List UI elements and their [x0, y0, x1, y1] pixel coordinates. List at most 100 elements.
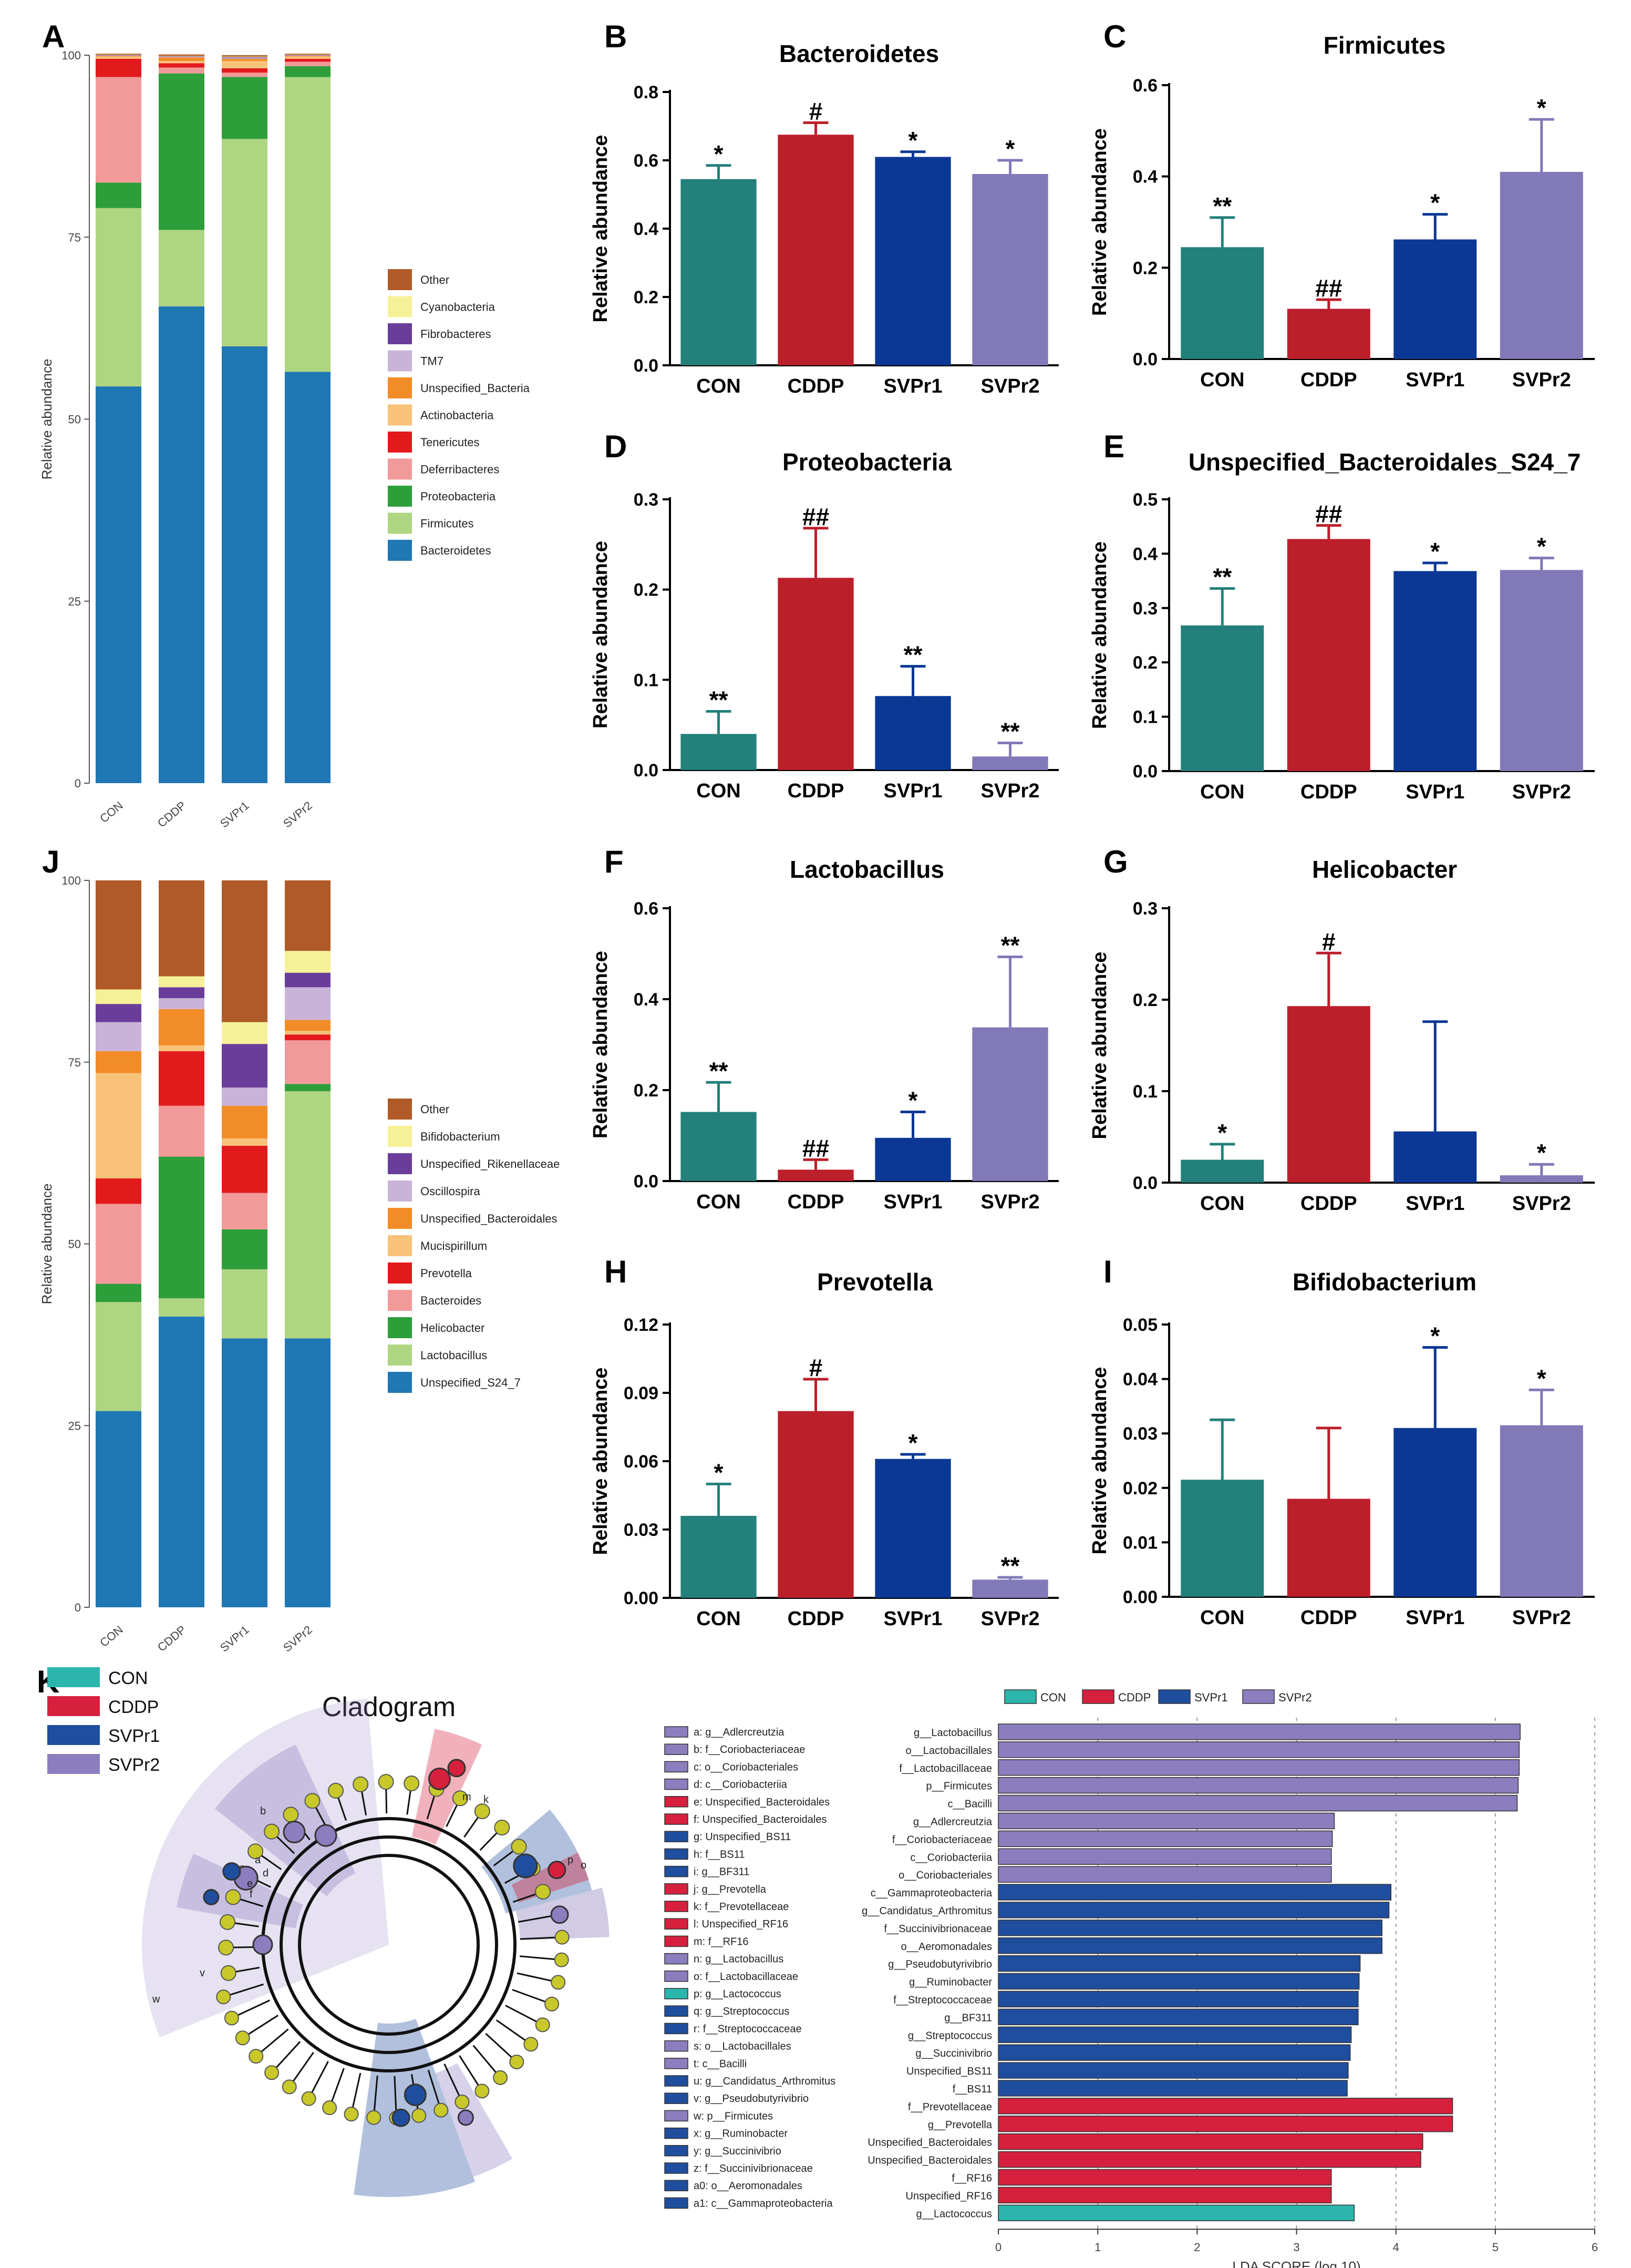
leaf-node: [282, 2079, 297, 2095]
significance-marker: **: [1213, 563, 1232, 591]
stack-segment-Proteobacteria: [222, 77, 267, 139]
significance-marker: *: [1430, 189, 1440, 217]
x-category-label: SVPr2: [981, 1608, 1040, 1630]
x-category-label: SVPr1: [1406, 369, 1464, 391]
stack-segment-Mucispirillum: [96, 1073, 141, 1179]
stack-segment-Unspecified_S24_7: [285, 1338, 331, 1607]
y-tick-label: 0.2: [1133, 990, 1158, 1010]
bar-SVPr1: [875, 696, 951, 770]
stack-segment-Unspecified_Bacteroidales: [96, 1051, 141, 1073]
node-label: a: [255, 1854, 261, 1866]
panel-label-J: J: [42, 844, 59, 879]
stack-segment-Oscillospira: [96, 1022, 141, 1052]
legend-swatch: [388, 1235, 412, 1256]
significance-marker: *: [1537, 1139, 1546, 1166]
y-tick-label: 0.2: [1133, 258, 1158, 278]
stack-segment-Fibrobacteres: [96, 55, 141, 56]
x-tick-label: 0: [995, 2241, 1002, 2254]
clade-key-label: p: g__Lactococcus: [694, 1988, 781, 2000]
bar-CDDP: [1287, 1006, 1370, 1183]
legend-swatch: [47, 1696, 100, 1716]
x-category-label: SVPr2: [1512, 781, 1571, 803]
x-category-label: SVPr2: [1512, 1193, 1571, 1215]
biomarker-node: [447, 1759, 466, 1778]
stack-segment-Bacteroidetes: [159, 306, 204, 783]
leaf-node: [523, 2037, 539, 2052]
stack-segment-Unspecified_S24_7: [159, 1316, 204, 1607]
legend-swatch: [388, 1153, 412, 1174]
stack-segment-Deferribacteres: [96, 77, 141, 183]
lda-bar: [998, 1937, 1382, 1954]
lda-bar: [998, 1759, 1520, 1776]
x-category-label: SVPr2: [981, 375, 1040, 397]
stack-segment-Unspecified_Rikenellaceae: [222, 1044, 267, 1088]
y-axis-label: Relative abundance: [1089, 128, 1111, 316]
stack-segment-Fibrobacteres: [159, 56, 204, 57]
y-tick-label: 0.12: [624, 1315, 658, 1335]
stack-segment-Bacteroides: [285, 1040, 331, 1084]
leaf-node: [411, 2108, 427, 2123]
x-category-label: SVPr2: [981, 780, 1040, 802]
panel-title: Prevotella: [817, 1268, 933, 1296]
legend-swatch: [388, 377, 412, 398]
x-category-label: CDDP: [1300, 781, 1357, 803]
node-label: b: [260, 1805, 266, 1817]
x-category-label: SVPr1: [1406, 1607, 1464, 1629]
stack-segment-Unspecified_Bacteroidales: [285, 1020, 331, 1031]
leaf-node: [328, 1782, 344, 1799]
significance-marker: **: [709, 1057, 728, 1084]
lda-bar: [998, 2098, 1453, 2115]
leaf-node: [301, 2091, 316, 2106]
leaf-node: [366, 2110, 381, 2125]
x-category-label: SVPr1: [884, 375, 943, 397]
leaf-node: [554, 1952, 569, 1967]
lda-bar-label: g__Pseudobutyrivibrio: [888, 1959, 992, 1971]
legend-label: Unspecified_Bacteria: [420, 382, 530, 395]
leaf-node: [353, 1776, 369, 1792]
legend-label: SVPr2: [108, 1755, 160, 1775]
legend-swatch: [388, 350, 412, 372]
bar-CDDP: [1287, 1499, 1370, 1597]
stack-segment-Proteobacteria: [285, 66, 331, 77]
clade-key-swatch: [664, 1813, 688, 1825]
bar-CON: [1181, 247, 1264, 359]
y-tick-label: 25: [68, 595, 81, 608]
lda-bar-label: c__Coriobacteriia: [910, 1852, 993, 1863]
y-axis-label: Relative abundance: [1089, 541, 1111, 729]
clade-key-swatch: [664, 2005, 688, 2017]
stack-segment-Other: [96, 54, 141, 55]
clade-key-label: l: Unspecified_RF16: [694, 1918, 788, 1930]
stack-segment-Lactobacillus: [96, 1302, 141, 1411]
leaf-node: [218, 1939, 234, 1956]
lda-bar-label: g__Lactococcus: [916, 2208, 992, 2220]
stack-segment-Actinobacteria: [285, 56, 331, 59]
clade-key-label: v: g__Pseudobutyrivibrio: [694, 2093, 809, 2105]
y-tick-label: 0.2: [1133, 653, 1158, 673]
stack-segment-Deferribacteres: [159, 67, 204, 74]
clade-key-label: b: f__Coriobacteriaceae: [694, 1744, 805, 1756]
y-tick-label: 0.01: [1123, 1533, 1158, 1553]
y-tick-label: 0.02: [1123, 1479, 1158, 1499]
stack-segment-Oscillospira: [159, 998, 204, 1009]
y-axis-label: Relative abundance: [590, 1368, 612, 1555]
legend-swatch: [388, 1263, 412, 1284]
y-tick-label: 0.05: [1123, 1315, 1158, 1335]
panel-title: Proteobacteria: [782, 448, 952, 476]
lda-bar-label: f__BS11: [953, 2084, 992, 2095]
y-tick-label: 0.1: [1133, 1082, 1158, 1102]
panel-label-F: F: [604, 844, 624, 879]
biomarker-node: [457, 2109, 474, 2126]
legend-swatch: [388, 458, 412, 480]
y-tick-label: 0.1: [634, 670, 658, 690]
clade-key-label: a0: o__Aeromonadales: [694, 2180, 802, 2192]
clade-key-swatch: [664, 1971, 688, 1982]
bar-SVPr2: [972, 1027, 1048, 1181]
bar-CON: [680, 734, 757, 770]
significance-marker: ##: [1315, 274, 1342, 302]
stack-segment-Bifidobacterium: [96, 989, 141, 1004]
stack-segment-Unspecified_Bacteria: [159, 57, 204, 61]
lda-bar-label: o__Coriobacteriales: [899, 1870, 992, 1881]
significance-marker: #: [809, 98, 823, 125]
legend-label: CDDP: [1118, 1691, 1151, 1704]
